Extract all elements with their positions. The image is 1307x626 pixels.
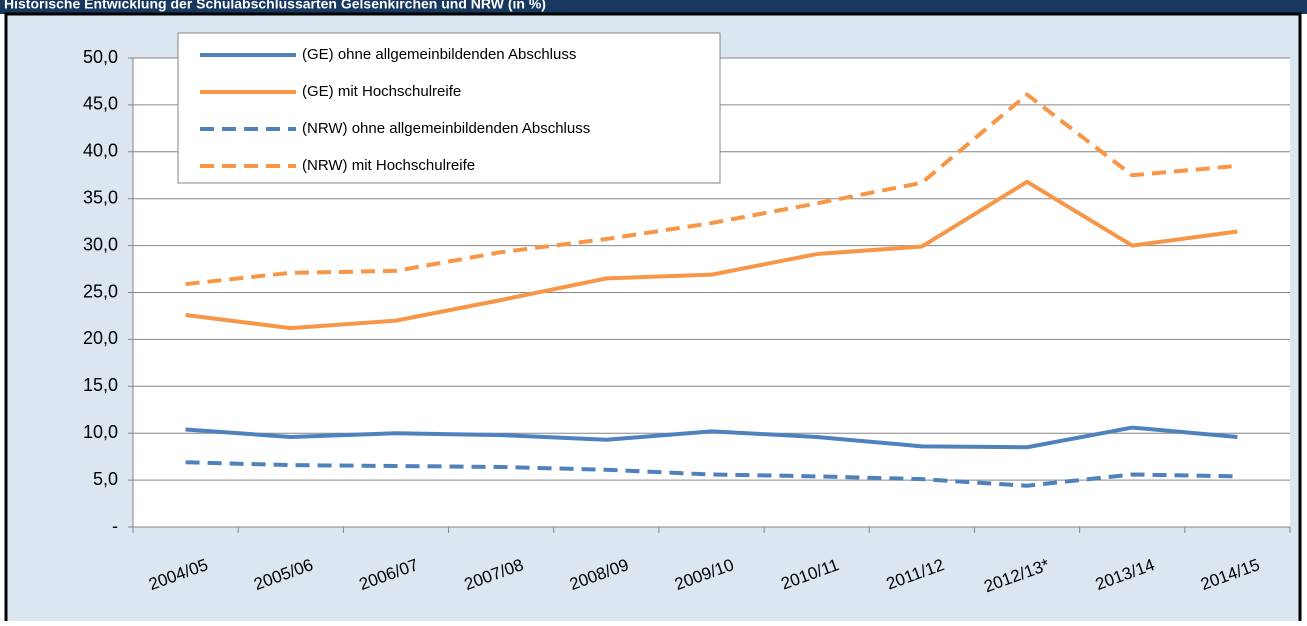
- y-tick-label: 45,0: [83, 94, 118, 114]
- legend-label: (NRW) ohne allgemeinbildenden Abschluss: [302, 120, 590, 137]
- legend-label: (NRW) mit Hochschulreife: [302, 157, 475, 174]
- legend-label: (GE) mit Hochschulreife: [302, 83, 461, 100]
- y-tick-label: 50,0: [83, 47, 118, 67]
- legend-label: (GE) ohne allgemeinbildenden Abschluss: [302, 46, 576, 63]
- y-tick-label: 10,0: [83, 422, 118, 442]
- y-tick-label: -: [112, 516, 118, 536]
- y-tick-label: 30,0: [83, 234, 118, 254]
- y-tick-label: 25,0: [83, 281, 118, 301]
- y-tick-label: 40,0: [83, 141, 118, 161]
- series-line: [185, 92, 1238, 287]
- y-tick-label: 35,0: [83, 187, 118, 207]
- header-band: [0, 0, 1307, 14]
- series-line: [185, 179, 1238, 331]
- y-tick-label: 15,0: [83, 375, 118, 395]
- chart-title: Historische Entwicklung der Schulabschlu…: [4, 0, 546, 12]
- series-line: [185, 425, 1238, 450]
- legend-box: [177, 32, 721, 184]
- y-tick-label: 5,0: [93, 469, 118, 489]
- y-tick-label: 20,0: [83, 328, 118, 348]
